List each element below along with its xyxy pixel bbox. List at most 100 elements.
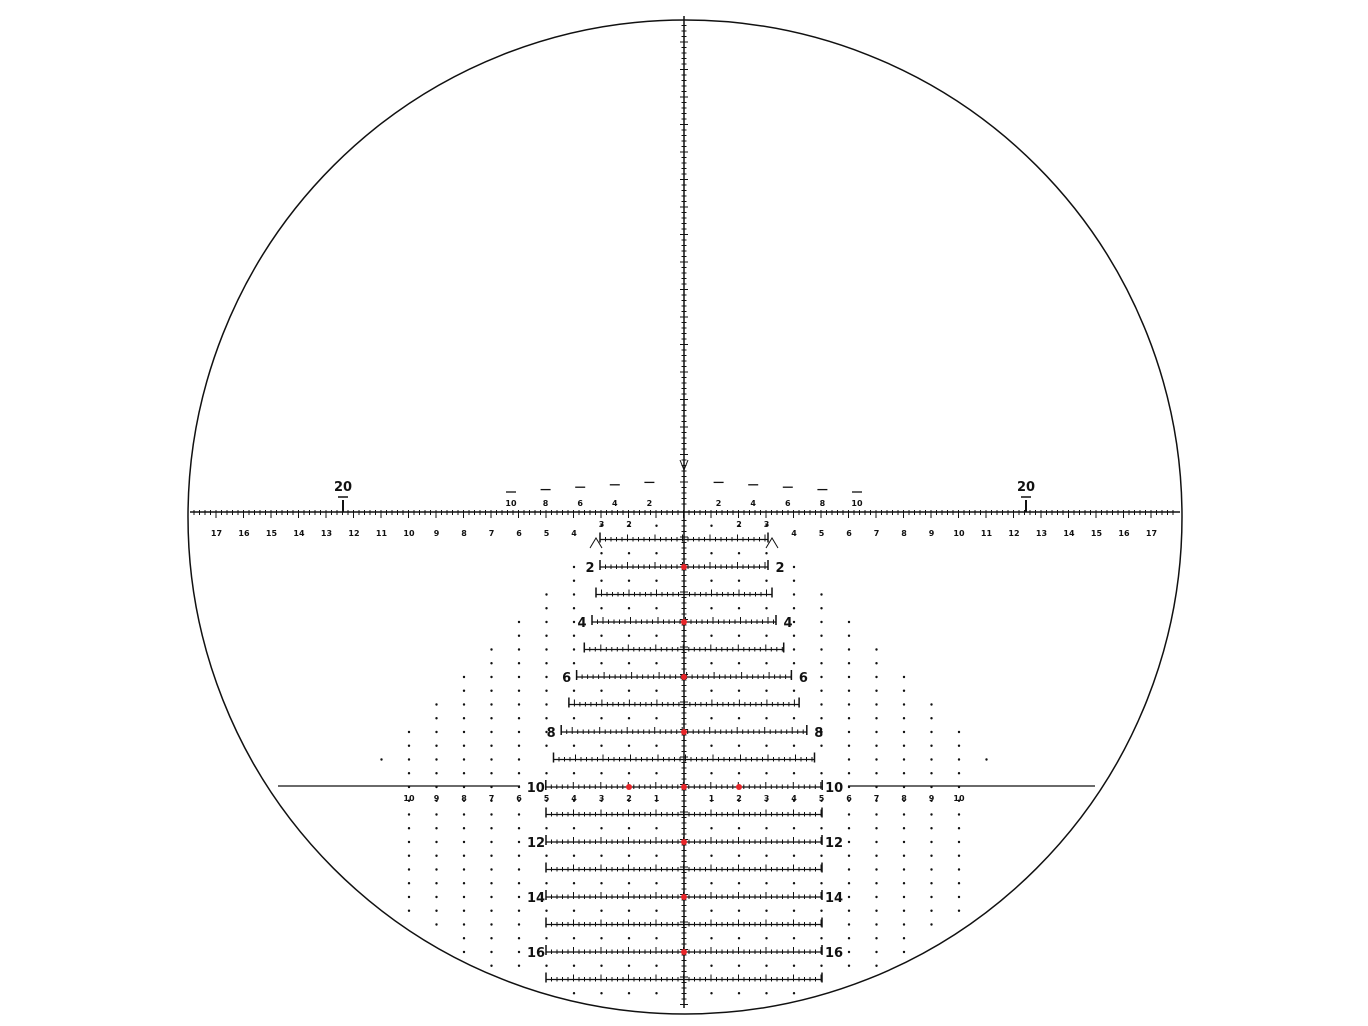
wind-dot: [847, 730, 851, 734]
wind-dot: [572, 620, 576, 624]
inner-scale-label: 2: [736, 520, 742, 529]
elevation-label-left: 12: [527, 836, 545, 851]
wind-dot: [380, 758, 383, 761]
main-scale-label: 12: [348, 529, 359, 538]
wind-dot: [655, 964, 658, 967]
wind-dot: [820, 909, 823, 912]
wind-dot: [572, 744, 576, 747]
wind-dot: [847, 909, 851, 912]
wind-dot: [875, 895, 878, 899]
lower-scale-label: 7: [489, 794, 495, 803]
lower-scale-label: 10: [403, 794, 415, 803]
lower-inner-label: 4: [571, 794, 577, 803]
lower-inner-label: 5: [819, 794, 825, 803]
wind-dot: [875, 882, 878, 885]
wind-dot: [957, 895, 961, 899]
wind-dot: [435, 882, 438, 885]
wind-dot: [847, 937, 851, 940]
chevron-mark: [589, 537, 603, 549]
wind-dot: [490, 840, 493, 844]
wind-dot: [435, 758, 438, 761]
wind-dot: [545, 744, 548, 747]
wind-dot: [490, 785, 493, 789]
main-scale-label: 10: [403, 529, 415, 538]
wind-dot: [655, 689, 658, 692]
wind-dot: [957, 813, 961, 816]
wind-dot: [517, 799, 521, 802]
wind-dot: [765, 607, 768, 610]
wind-dot: [517, 895, 521, 899]
aim-dot: [681, 839, 687, 845]
wind-dot: [820, 648, 823, 651]
wind-dot: [875, 703, 878, 706]
wind-dot: [875, 827, 878, 830]
wind-dot: [517, 923, 521, 926]
wind-dot: [930, 744, 933, 747]
main-scale-label: 4: [571, 529, 577, 538]
wind-dot: [792, 744, 796, 747]
wind-dot: [655, 607, 658, 610]
wind-dot: [600, 552, 603, 555]
wind-dot: [572, 579, 576, 582]
lower-inner-label: 1: [654, 794, 660, 803]
inner-scale-label: 2: [626, 520, 632, 529]
wind-dot: [765, 524, 768, 527]
wind-dot: [600, 964, 603, 967]
wind-dot: [545, 854, 548, 857]
wind-dot: [710, 854, 713, 857]
wind-dot: [517, 813, 521, 816]
wind-dot: [435, 868, 438, 871]
aim-dot: [626, 784, 632, 790]
wind-dot: [462, 937, 466, 940]
wind-dot: [902, 799, 906, 802]
lower-scale-label: 9: [929, 794, 935, 803]
wind-dot: [462, 689, 466, 692]
main-scale-label: 14: [1063, 529, 1075, 538]
lower-scale-label: 8: [461, 794, 467, 803]
elevation-label-left: 10: [527, 781, 545, 796]
wind-dot: [462, 895, 466, 899]
wind-dot: [572, 634, 576, 637]
wind-dot: [627, 937, 631, 940]
wind-dot: [875, 923, 878, 926]
wind-dot: [847, 854, 851, 857]
wind-dot: [462, 840, 466, 844]
aim-dot: [681, 674, 687, 680]
wind-dot: [462, 717, 466, 720]
wind-dot: [435, 785, 438, 789]
wind-dot: [545, 634, 548, 637]
wind-dot: [627, 607, 631, 610]
main-scale-label: 6: [846, 529, 852, 538]
elevation-label-right: 16: [825, 946, 843, 961]
wind-dot: [902, 772, 906, 775]
wind-dot: [792, 992, 796, 995]
wind-dot: [902, 827, 906, 830]
wind-dot: [517, 772, 521, 775]
wind-dot: [435, 799, 438, 802]
wind-dot: [710, 607, 713, 610]
wind-dot: [407, 730, 411, 734]
wind-dot: [517, 717, 521, 720]
wind-dot: [627, 964, 631, 967]
wind-dot: [600, 799, 603, 802]
wind-dot: [737, 662, 741, 665]
main-scale-label: 17: [211, 529, 222, 538]
upper-scale-label: 6: [785, 499, 791, 508]
wind-dot: [902, 909, 906, 912]
wind-dot: [875, 937, 878, 940]
wind-dot: [902, 758, 906, 761]
wind-dot: [600, 827, 603, 830]
lower-inner-label: 2: [626, 794, 632, 803]
wind-dot: [820, 799, 823, 802]
aim-dot: [681, 729, 687, 735]
wind-dot: [765, 579, 768, 582]
wind-dot: [957, 785, 961, 789]
elevation-label-left: 2: [585, 561, 594, 576]
wind-dot: [462, 758, 466, 761]
wind-dot: [655, 937, 658, 940]
wind-dot: [792, 662, 796, 665]
wind-dot: [517, 634, 521, 637]
wind-dot: [517, 758, 521, 761]
wind-dot: [627, 579, 631, 582]
wind-dot: [957, 909, 961, 912]
